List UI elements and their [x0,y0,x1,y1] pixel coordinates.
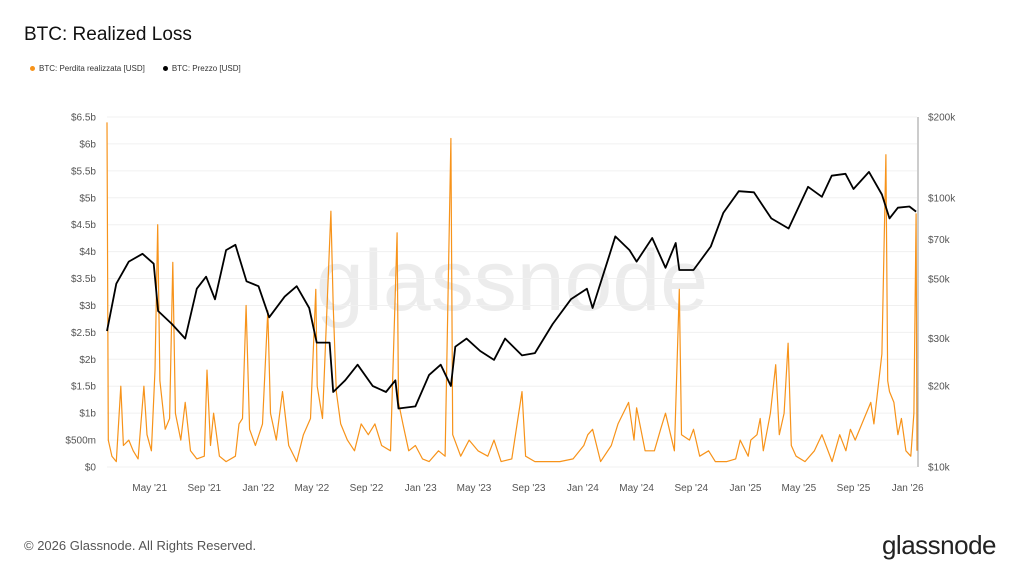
y-left-tick-label: $2.5b [71,328,96,339]
x-tick-label: Jan '23 [405,483,437,494]
x-tick-label: Jan '24 [567,483,599,494]
realized-loss-line [106,122,918,463]
legend-item-price[interactable]: BTC: Prezzo [USD] [162,64,241,73]
x-tick-label: Jan '26 [892,483,924,494]
x-tick-label: Sep '25 [837,483,871,494]
x-tick-label: Sep '22 [350,483,384,494]
y-right-tick-label: $70k [928,235,951,246]
y-right-tick-label: $50k [928,274,951,285]
chart-title: BTC: Realized Loss [24,24,192,45]
x-tick-label: Sep '24 [674,483,708,494]
x-tick-label: May '23 [457,483,492,494]
legend-dot-icon [162,66,168,72]
legend: BTC: Perdita realizzata [USD] BTC: Prezz… [30,64,241,73]
y-right-tick-label: $30k [928,334,951,345]
y-right-tick-label: $200k [928,113,956,124]
x-tick-label: May '22 [294,483,329,494]
y-left-tick-label: $1.5b [71,382,96,393]
glassnode-logo: glassnode [881,530,997,560]
y-left-tick-label: $4.5b [71,220,96,231]
x-tick-label: May '24 [619,483,654,494]
y-right-tick-label: $10k [928,463,951,474]
y-left-tick-label: $5.5b [71,166,96,177]
y-left-tick-label: $6.5b [71,113,96,124]
y-right-tick-label: $20k [928,382,951,393]
price-line [106,171,917,410]
y-left-tick-label: $5b [79,193,96,204]
y-right-tick-label: $100k [928,193,956,204]
legend-item-realized-loss[interactable]: BTC: Perdita realizzata [USD] [30,64,145,73]
y-left-tick-label: $2b [79,355,96,366]
y-left-tick-label: $3.5b [71,274,96,285]
y-left-tick-label: $4b [79,247,96,258]
x-tick-label: Sep '21 [188,483,222,494]
copyright: © 2026 Glassnode. All Rights Reserved. [24,538,257,553]
y-left-tick-label: $6b [79,139,96,150]
x-tick-label: May '21 [132,483,167,494]
legend-dot-icon [30,66,35,72]
y-left-tick-label: $3b [79,301,96,312]
y-left-tick-label: $0 [85,463,97,474]
x-tick-label: May '25 [781,483,816,494]
x-tick-label: Sep '23 [512,483,546,494]
y-left-tick-label: $1b [79,409,96,420]
y-left-tick-label: $500m [65,436,96,447]
x-tick-label: Jan '25 [730,483,762,494]
x-tick-label: Jan '22 [243,483,275,494]
watermark: glassnode [316,233,708,329]
